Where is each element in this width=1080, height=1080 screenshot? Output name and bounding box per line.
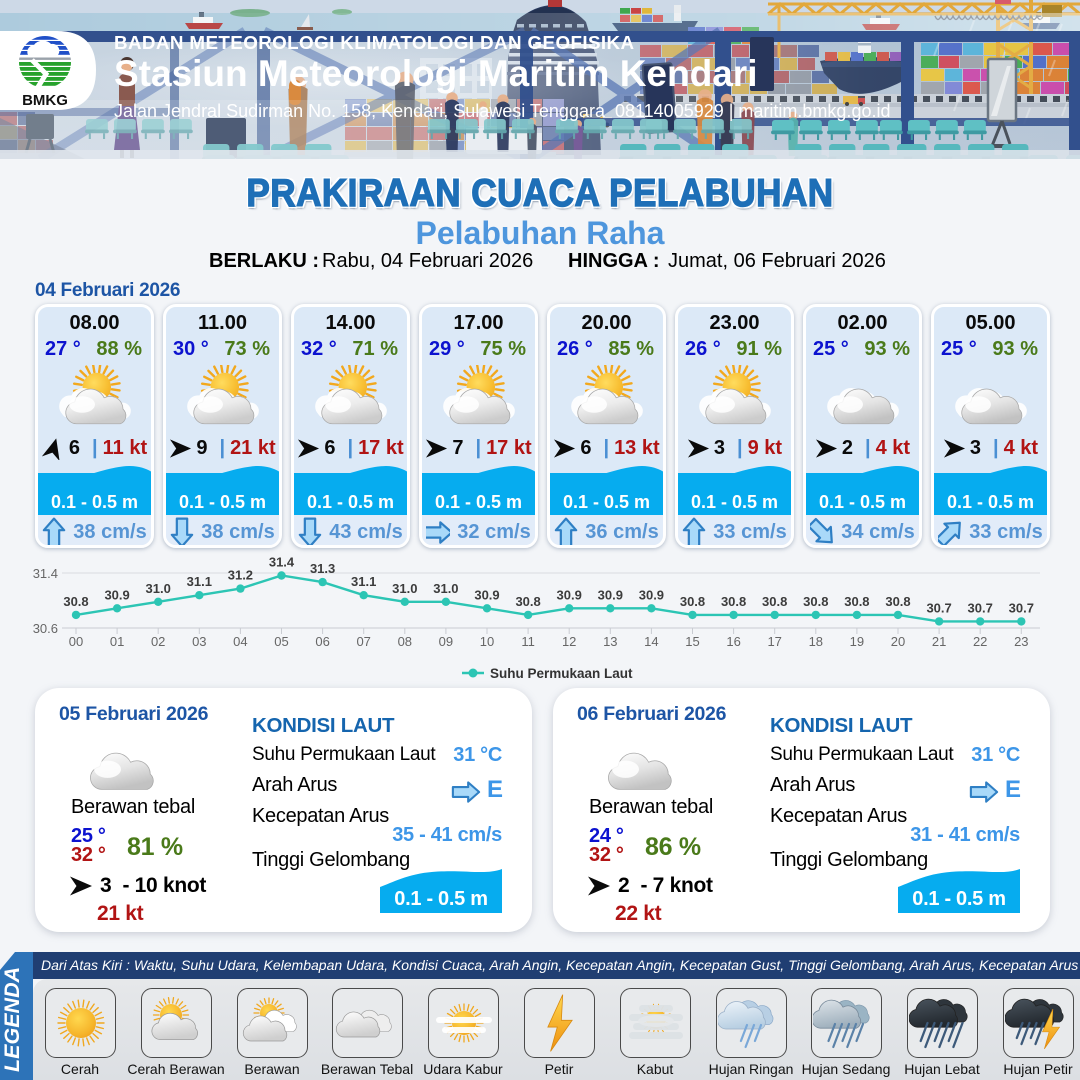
- svg-text:30.7: 30.7: [968, 600, 993, 615]
- svg-text:BMKG: BMKG: [22, 92, 68, 109]
- svg-text:09: 09: [439, 634, 453, 649]
- svg-text:30.8: 30.8: [803, 594, 828, 609]
- svg-text:30.9: 30.9: [639, 587, 664, 602]
- svg-text:20: 20: [891, 634, 905, 649]
- svg-text:10: 10: [480, 634, 494, 649]
- svg-text:30.8: 30.8: [762, 594, 787, 609]
- svg-text:30.7: 30.7: [1009, 600, 1034, 615]
- svg-text:LEGENDA: LEGENDA: [0, 967, 24, 1072]
- svg-text:30.8: 30.8: [885, 594, 910, 609]
- svg-text:06: 06: [315, 634, 329, 649]
- svg-text:15: 15: [685, 634, 699, 649]
- svg-text:14: 14: [644, 634, 658, 649]
- svg-text:30.8: 30.8: [515, 594, 540, 609]
- svg-text:30.7: 30.7: [926, 600, 951, 615]
- svg-text:31.1: 31.1: [351, 574, 376, 589]
- svg-text:30.8: 30.8: [721, 594, 746, 609]
- svg-text:12: 12: [562, 634, 576, 649]
- svg-text:21: 21: [932, 634, 946, 649]
- svg-text:19: 19: [850, 634, 864, 649]
- svg-text:16: 16: [726, 634, 740, 649]
- svg-text:0.1 - 0.5 m: 0.1 - 0.5 m: [912, 888, 1005, 910]
- svg-text:08: 08: [398, 634, 412, 649]
- svg-text:Suhu Permukaan Laut: Suhu Permukaan Laut: [490, 666, 633, 681]
- svg-text:31.2: 31.2: [228, 568, 253, 583]
- svg-text:01: 01: [110, 634, 124, 649]
- svg-text:03: 03: [192, 634, 206, 649]
- svg-text:0.1 - 0.5 m: 0.1 - 0.5 m: [394, 888, 487, 910]
- svg-text:31.4: 31.4: [33, 566, 58, 581]
- svg-text:31.3: 31.3: [310, 561, 335, 576]
- svg-text:11: 11: [521, 634, 535, 649]
- svg-text:31.0: 31.0: [146, 581, 171, 596]
- svg-text:31.0: 31.0: [433, 581, 458, 596]
- svg-text:30.9: 30.9: [557, 587, 582, 602]
- svg-text:31.4: 31.4: [269, 555, 295, 570]
- svg-text:30.9: 30.9: [104, 587, 129, 602]
- svg-text:30.8: 30.8: [844, 594, 869, 609]
- svg-text:31.0: 31.0: [392, 581, 417, 596]
- svg-text:05: 05: [274, 634, 288, 649]
- svg-text:30.9: 30.9: [474, 587, 499, 602]
- svg-text:31.1: 31.1: [187, 574, 212, 589]
- svg-text:18: 18: [809, 634, 823, 649]
- svg-text:30.6: 30.6: [33, 621, 58, 636]
- svg-text:30.8: 30.8: [680, 594, 705, 609]
- svg-text:13: 13: [603, 634, 617, 649]
- svg-text:30.9: 30.9: [598, 587, 623, 602]
- svg-text:04: 04: [233, 634, 247, 649]
- svg-text:00: 00: [69, 634, 83, 649]
- svg-text:02: 02: [151, 634, 165, 649]
- svg-text:22: 22: [973, 634, 987, 649]
- svg-text:17: 17: [767, 634, 781, 649]
- svg-text:30.8: 30.8: [63, 594, 88, 609]
- svg-text:23: 23: [1014, 634, 1028, 649]
- svg-text:07: 07: [356, 634, 370, 649]
